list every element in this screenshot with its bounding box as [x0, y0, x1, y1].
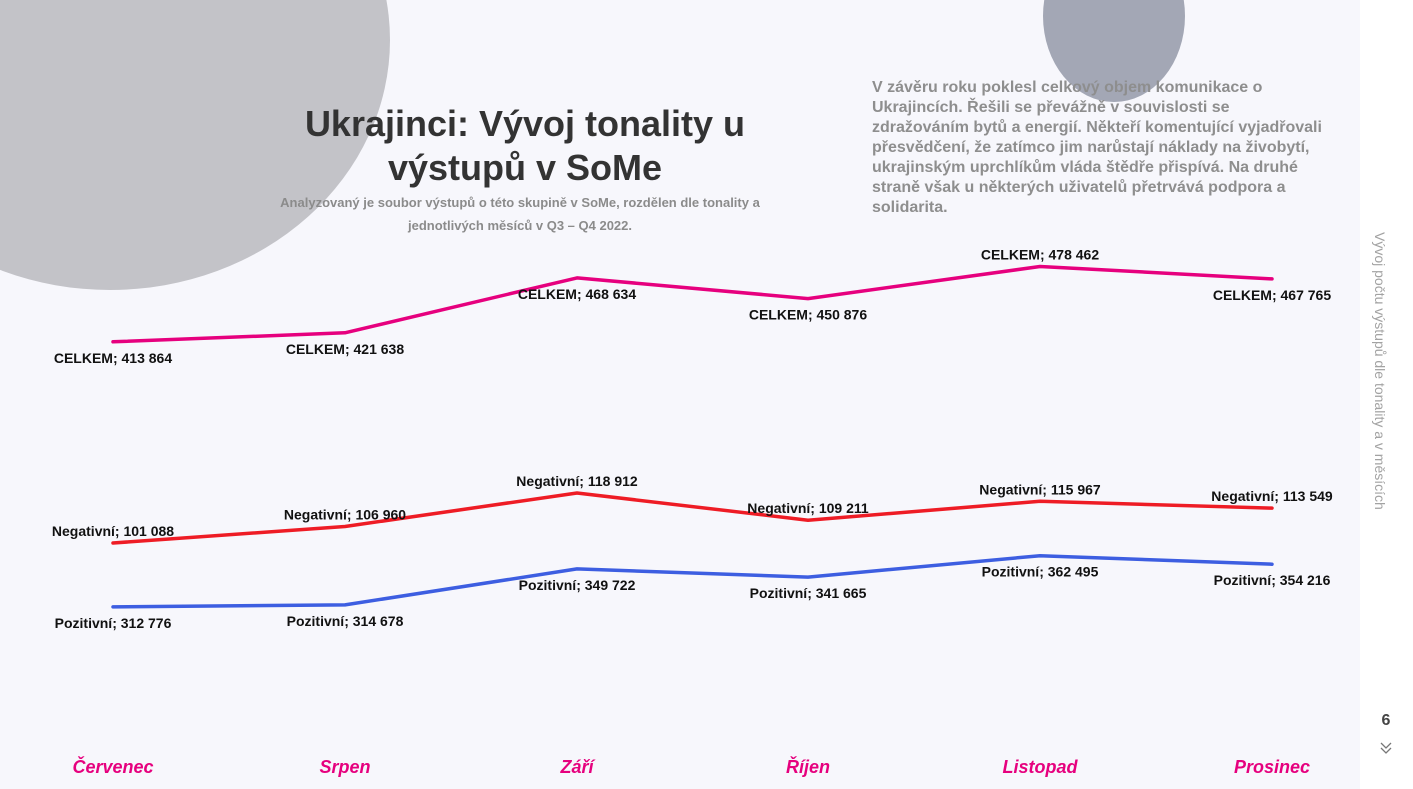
page-subtitle: Analyzovaný je soubor výstupů o této sku…: [280, 195, 760, 233]
data-label-celkem: CELKEM; 478 462: [981, 247, 1099, 263]
data-label-pozitivni: Pozitivní; 314 678: [287, 613, 404, 629]
x-tick-label: Říjen: [786, 756, 830, 777]
data-label-pozitivni: Pozitivní; 354 216: [1214, 572, 1331, 588]
data-label-pozitivni: Pozitivní; 349 722: [519, 577, 636, 593]
section-title-vertical: Vývoj počtu výstupů dle tonality a v měs…: [1372, 232, 1388, 510]
data-label-pozitivni: Pozitivní; 312 776: [55, 615, 172, 631]
page-title: Ukrajinci: Vývoj tonality u výstupů v So…: [304, 103, 746, 188]
summary-text: V závěru roku poklesl celkový objem komu…: [872, 79, 1322, 216]
data-label-negativni: Negativní; 109 211: [747, 500, 869, 516]
data-label-celkem: CELKEM; 413 864: [54, 350, 172, 366]
slide: Ukrajinci: Vývoj tonality u výstupů v So…: [0, 0, 1333, 778]
data-label-celkem: CELKEM; 450 876: [749, 307, 867, 323]
x-tick-label: Červenec: [72, 756, 153, 777]
data-label-negativni: Negativní; 115 967: [979, 481, 1101, 497]
x-tick-label: Listopad: [1003, 757, 1079, 777]
series-line-celkem: [111, 264, 1274, 344]
x-tick-label: Prosinec: [1234, 757, 1310, 777]
data-label-negativni: Negativní; 101 088: [52, 523, 174, 539]
x-tick-label: Září: [559, 757, 595, 777]
x-tick-label: Srpen: [319, 757, 370, 777]
data-label-pozitivni: Pozitivní; 362 495: [982, 564, 1099, 580]
data-label-negativni: Negativní; 113 549: [1211, 488, 1333, 504]
right-sidebar: [1360, 0, 1413, 789]
data-label-celkem: CELKEM; 421 638: [286, 341, 404, 357]
page-number: 6: [1381, 712, 1391, 729]
tonality-line-chart: CELKEM; 413 864 CELKEM; 421 638 CELKEM; 46…: [52, 247, 1333, 778]
data-label-pozitivni: Pozitivní; 341 665: [750, 585, 867, 601]
data-label-negativni: Negativní; 106 960: [284, 507, 406, 523]
series-line-negativni: [111, 491, 1274, 545]
double-chevron-down-icon[interactable]: [1378, 740, 1394, 756]
data-label-negativni: Negativní; 118 912: [516, 473, 638, 489]
series-line-pozitivni: [111, 553, 1274, 609]
data-label-celkem: CELKEM; 467 765: [1213, 287, 1331, 303]
data-label-celkem: CELKEM; 468 634: [518, 286, 636, 302]
